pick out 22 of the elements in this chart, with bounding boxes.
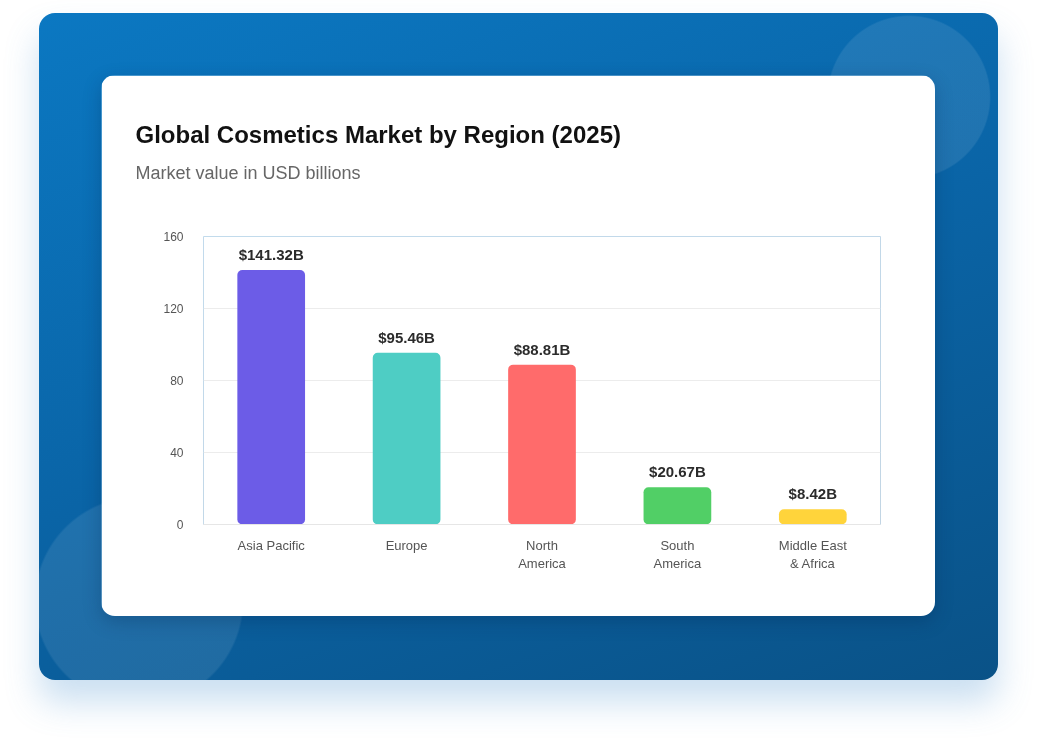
- data-label: $8.42B: [788, 485, 838, 503]
- data-label: $95.46B: [378, 328, 436, 346]
- bar: [778, 509, 847, 525]
- y-tick-label: 120: [163, 302, 184, 316]
- chart-title: Global Cosmetics Market by Region (2025): [135, 121, 621, 148]
- x-tick-label: Asia Pacific: [237, 537, 306, 553]
- y-tick-label: 40: [170, 446, 184, 460]
- data-label: $141.32B: [238, 246, 304, 264]
- bar: [643, 487, 712, 525]
- x-tick-label: North America: [518, 537, 567, 571]
- y-tick-label: 0: [176, 518, 184, 532]
- data-label: $88.81B: [513, 340, 571, 358]
- bar: [508, 364, 576, 525]
- x-tick-label: Middle East & Africa: [778, 537, 848, 571]
- bar: [237, 270, 306, 525]
- chart-subtitle: Market value in USD billions: [135, 162, 361, 183]
- y-tick-label: 80: [170, 374, 184, 388]
- y-tick-label: 160: [163, 230, 184, 244]
- x-tick-label: South America: [653, 537, 703, 571]
- bar: [372, 352, 441, 525]
- x-tick-label: Europe: [385, 537, 428, 553]
- data-label: $20.67B: [649, 463, 706, 481]
